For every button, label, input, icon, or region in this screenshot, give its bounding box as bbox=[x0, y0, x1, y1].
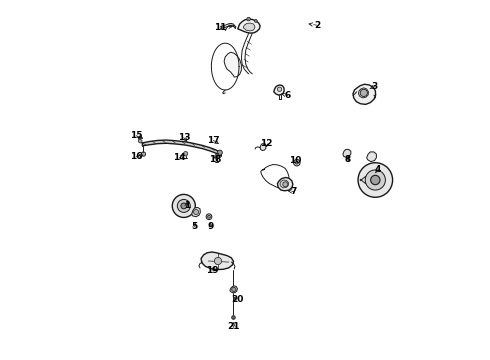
Circle shape bbox=[181, 203, 187, 209]
Circle shape bbox=[294, 159, 300, 166]
Text: 20: 20 bbox=[231, 295, 243, 304]
Text: 4: 4 bbox=[375, 165, 381, 174]
Circle shape bbox=[295, 161, 298, 164]
Circle shape bbox=[360, 89, 368, 96]
Circle shape bbox=[194, 210, 198, 215]
Polygon shape bbox=[358, 88, 368, 98]
Circle shape bbox=[215, 154, 219, 158]
Text: 7: 7 bbox=[291, 187, 297, 196]
Circle shape bbox=[206, 214, 212, 220]
Text: 3: 3 bbox=[371, 82, 378, 91]
Text: 11: 11 bbox=[214, 22, 226, 31]
Text: 1: 1 bbox=[184, 201, 190, 210]
Text: 17: 17 bbox=[207, 136, 220, 145]
Circle shape bbox=[277, 87, 282, 91]
Circle shape bbox=[217, 150, 222, 155]
Circle shape bbox=[215, 257, 221, 265]
Circle shape bbox=[247, 17, 250, 21]
Polygon shape bbox=[277, 177, 293, 191]
Text: 6: 6 bbox=[284, 91, 291, 100]
Text: 8: 8 bbox=[344, 154, 351, 163]
Text: 2: 2 bbox=[314, 21, 320, 30]
Circle shape bbox=[141, 152, 146, 156]
Text: 12: 12 bbox=[260, 139, 273, 148]
Polygon shape bbox=[343, 149, 351, 157]
Circle shape bbox=[232, 316, 235, 319]
Text: 14: 14 bbox=[173, 153, 186, 162]
Polygon shape bbox=[192, 207, 200, 217]
Text: 9: 9 bbox=[208, 222, 214, 231]
Polygon shape bbox=[353, 84, 376, 104]
Circle shape bbox=[177, 199, 190, 212]
Text: 5: 5 bbox=[192, 222, 198, 231]
Circle shape bbox=[358, 163, 392, 197]
Text: 15: 15 bbox=[130, 131, 143, 140]
Text: 13: 13 bbox=[177, 133, 190, 142]
Polygon shape bbox=[224, 52, 242, 77]
Circle shape bbox=[365, 170, 386, 190]
Circle shape bbox=[183, 152, 188, 156]
Circle shape bbox=[139, 139, 142, 143]
Circle shape bbox=[232, 287, 236, 292]
Polygon shape bbox=[243, 23, 255, 31]
Polygon shape bbox=[274, 85, 284, 95]
Circle shape bbox=[283, 182, 288, 187]
Polygon shape bbox=[367, 152, 376, 162]
Circle shape bbox=[172, 194, 196, 217]
Circle shape bbox=[370, 175, 380, 185]
Polygon shape bbox=[260, 144, 266, 150]
Polygon shape bbox=[238, 19, 260, 33]
Text: 19: 19 bbox=[206, 266, 218, 275]
Text: 10: 10 bbox=[289, 156, 301, 165]
Text: 21: 21 bbox=[227, 323, 240, 331]
Text: 16: 16 bbox=[130, 152, 143, 161]
Circle shape bbox=[208, 215, 210, 218]
Polygon shape bbox=[230, 286, 238, 293]
Circle shape bbox=[254, 19, 257, 22]
Polygon shape bbox=[280, 180, 289, 188]
Polygon shape bbox=[143, 140, 220, 156]
Text: 18: 18 bbox=[209, 154, 222, 163]
Polygon shape bbox=[201, 252, 233, 270]
